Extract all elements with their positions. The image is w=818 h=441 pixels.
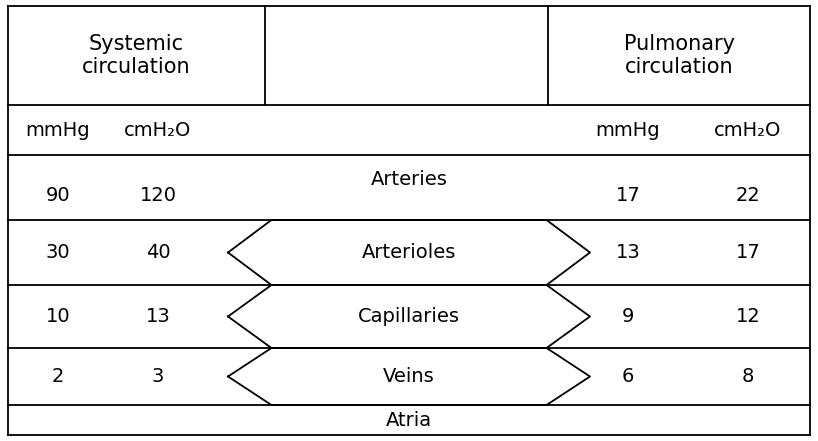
Text: Arteries: Arteries	[371, 170, 447, 189]
Text: 30: 30	[46, 243, 70, 262]
Text: 10: 10	[46, 307, 70, 326]
Text: 90: 90	[46, 186, 70, 205]
Text: cmH₂O: cmH₂O	[714, 120, 782, 139]
Text: Arterioles: Arterioles	[362, 243, 456, 262]
Text: 22: 22	[735, 186, 761, 205]
Text: Pulmonary
circulation: Pulmonary circulation	[623, 34, 735, 77]
Text: 6: 6	[622, 367, 634, 386]
Text: 3: 3	[152, 367, 164, 386]
Text: 2: 2	[52, 367, 64, 386]
Text: mmHg: mmHg	[25, 120, 90, 139]
Text: Capillaries: Capillaries	[358, 307, 460, 326]
Text: mmHg: mmHg	[596, 120, 660, 139]
Text: 40: 40	[146, 243, 170, 262]
Text: Veins: Veins	[383, 367, 435, 386]
Text: 8: 8	[742, 367, 754, 386]
Text: 13: 13	[146, 307, 170, 326]
Text: 12: 12	[735, 307, 761, 326]
Text: 17: 17	[616, 186, 640, 205]
Text: cmH₂O: cmH₂O	[124, 120, 191, 139]
Text: 17: 17	[735, 243, 761, 262]
Text: 120: 120	[140, 186, 177, 205]
Text: Systemic
circulation: Systemic circulation	[82, 34, 191, 77]
Text: Atria: Atria	[386, 411, 432, 430]
Text: 9: 9	[622, 307, 634, 326]
Text: 13: 13	[616, 243, 640, 262]
